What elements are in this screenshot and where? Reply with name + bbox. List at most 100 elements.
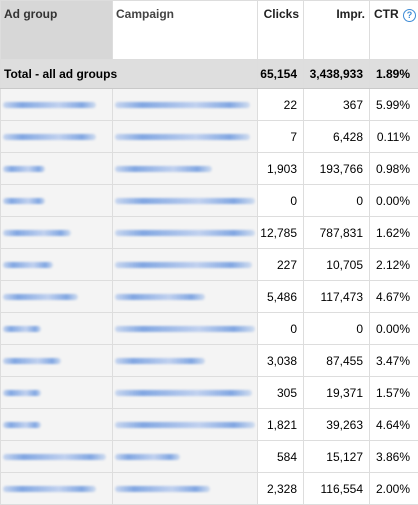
ad-group-cell[interactable]	[1, 121, 113, 153]
ad-group-cell[interactable]	[1, 185, 113, 217]
column-header-ad-group[interactable]: Ad group	[1, 1, 113, 60]
impressions-cell: 87,455	[304, 345, 370, 377]
ad-group-cell[interactable]	[1, 89, 113, 121]
redacted-campaign-name	[115, 102, 250, 108]
clicks-cell: 7	[258, 121, 304, 153]
ctr-cell: 1.62%	[370, 217, 418, 249]
campaign-cell[interactable]	[113, 313, 258, 345]
ctr-cell: 4.67%	[370, 281, 418, 313]
redacted-ad-group-name	[3, 102, 96, 108]
clicks-cell: 227	[258, 249, 304, 281]
column-header-impressions[interactable]: Impr.	[304, 1, 370, 60]
redacted-campaign-name	[115, 230, 255, 236]
campaign-cell[interactable]	[113, 217, 258, 249]
redacted-ad-group-name	[3, 294, 78, 300]
clicks-cell: 22	[258, 89, 304, 121]
redacted-campaign-name	[115, 326, 255, 332]
campaign-cell[interactable]	[113, 153, 258, 185]
redacted-ad-group-name	[3, 134, 96, 140]
campaign-cell[interactable]	[113, 185, 258, 217]
redacted-campaign-name	[115, 134, 250, 140]
campaign-cell[interactable]	[113, 281, 258, 313]
ad-group-cell[interactable]	[1, 441, 113, 473]
redacted-ad-group-name	[3, 358, 61, 364]
ctr-cell: 2.00%	[370, 473, 418, 505]
redacted-campaign-name	[115, 262, 252, 268]
impressions-cell: 6,428	[304, 121, 370, 153]
ad-group-cell[interactable]	[1, 313, 113, 345]
campaign-cell[interactable]	[113, 473, 258, 505]
impressions-cell: 15,127	[304, 441, 370, 473]
campaign-cell[interactable]	[113, 441, 258, 473]
ad-group-cell[interactable]	[1, 249, 113, 281]
ad-group-cell[interactable]	[1, 473, 113, 505]
total-impressions: 3,438,933	[304, 60, 370, 89]
campaign-cell[interactable]	[113, 377, 258, 409]
redacted-campaign-name	[115, 198, 255, 204]
impressions-cell: 116,554	[304, 473, 370, 505]
clicks-cell: 0	[258, 185, 304, 217]
column-header-ctr[interactable]: CTR ?	[370, 1, 418, 60]
campaign-cell[interactable]	[113, 89, 258, 121]
ctr-header-label: CTR	[374, 7, 399, 21]
ctr-cell: 1.57%	[370, 377, 418, 409]
redacted-campaign-name	[115, 166, 212, 172]
ad-group-cell[interactable]	[1, 377, 113, 409]
redacted-ad-group-name	[3, 326, 41, 332]
impressions-cell: 10,705	[304, 249, 370, 281]
impressions-cell: 19,371	[304, 377, 370, 409]
ad-group-cell[interactable]	[1, 345, 113, 377]
total-label: Total - all ad groups	[1, 60, 258, 89]
campaign-cell[interactable]	[113, 249, 258, 281]
ctr-cell: 3.47%	[370, 345, 418, 377]
campaign-cell[interactable]	[113, 345, 258, 377]
redacted-ad-group-name	[3, 454, 106, 460]
redacted-ad-group-name	[3, 198, 45, 204]
ctr-cell: 0.00%	[370, 313, 418, 345]
redacted-campaign-name	[115, 390, 252, 396]
redacted-ad-group-name	[3, 422, 41, 428]
clicks-cell: 584	[258, 441, 304, 473]
redacted-ad-group-name	[3, 390, 41, 396]
redacted-campaign-name	[115, 454, 180, 460]
redacted-campaign-name	[115, 358, 205, 364]
redacted-ad-group-name	[3, 230, 71, 236]
total-clicks: 65,154	[258, 60, 304, 89]
ad-group-cell[interactable]	[1, 281, 113, 313]
redacted-campaign-name	[115, 486, 210, 492]
clicks-cell: 1,903	[258, 153, 304, 185]
ctr-cell: 0.11%	[370, 121, 418, 153]
ctr-cell: 5.99%	[370, 89, 418, 121]
impressions-cell: 367	[304, 89, 370, 121]
clicks-cell: 12,785	[258, 217, 304, 249]
column-header-clicks[interactable]: Clicks	[258, 1, 304, 60]
ctr-cell: 3.86%	[370, 441, 418, 473]
header-row: Ad group Campaign Clicks Impr. CTR ?	[1, 1, 418, 60]
ad-group-cell[interactable]	[1, 409, 113, 441]
ad-group-cell[interactable]	[1, 153, 113, 185]
campaign-cell[interactable]	[113, 121, 258, 153]
help-icon[interactable]: ?	[403, 9, 416, 22]
clicks-cell: 0	[258, 313, 304, 345]
column-header-campaign[interactable]: Campaign	[113, 1, 258, 60]
campaign-cell[interactable]	[113, 409, 258, 441]
redacted-ad-group-name	[3, 262, 53, 268]
ad-group-cell[interactable]	[1, 217, 113, 249]
total-row: Total - all ad groups 65,154 3,438,933 1…	[1, 60, 418, 89]
redacted-campaign-name	[115, 422, 255, 428]
impressions-cell: 117,473	[304, 281, 370, 313]
